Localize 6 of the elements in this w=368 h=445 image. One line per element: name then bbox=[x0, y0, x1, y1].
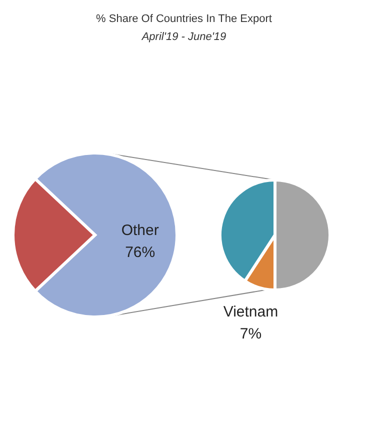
data-label: 7% bbox=[240, 325, 262, 342]
slice-label: Vietnam bbox=[223, 303, 278, 320]
slice-label: Other bbox=[121, 222, 159, 239]
chart-subtitle: April'19 - June'19 bbox=[140, 31, 226, 43]
data-label: 76% bbox=[125, 244, 156, 261]
chart-title: % Share Of Countries In The Export bbox=[96, 13, 272, 25]
